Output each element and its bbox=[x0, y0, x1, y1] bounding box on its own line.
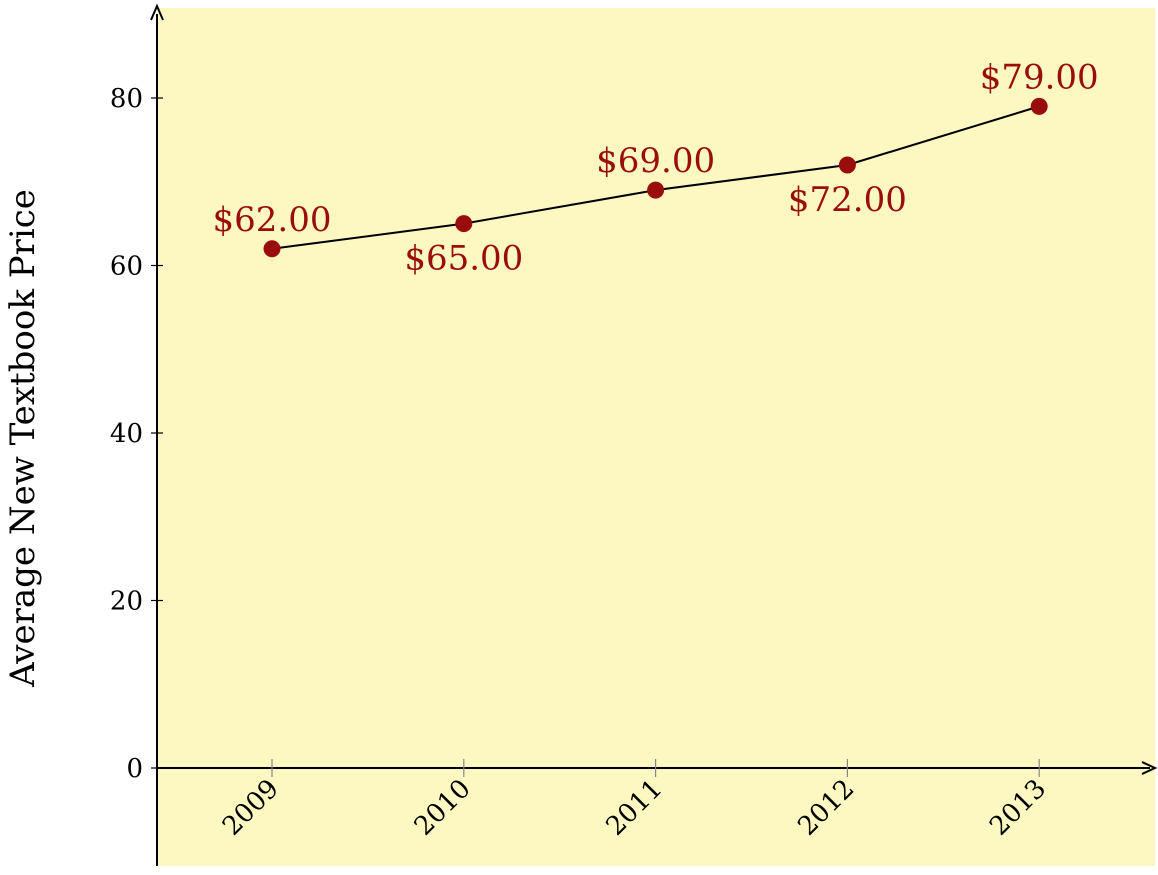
y-axis-title: Average New Textbook Price bbox=[3, 189, 43, 688]
data-label: $72.00 bbox=[788, 180, 907, 220]
data-label: $65.00 bbox=[404, 239, 523, 279]
y-tick-label: 0 bbox=[126, 754, 143, 784]
y-tick-label: 60 bbox=[110, 252, 143, 282]
y-tick-label: 20 bbox=[110, 587, 143, 617]
data-point bbox=[263, 240, 281, 258]
y-tick-label: 40 bbox=[110, 419, 143, 449]
data-point bbox=[455, 215, 473, 233]
plot-background bbox=[157, 8, 1155, 866]
data-labels: $62.00 $65.00 $69.00 $72.00 $79.00 bbox=[213, 57, 1099, 278]
data-label: $69.00 bbox=[596, 141, 715, 181]
axes bbox=[150, 3, 1158, 866]
y-ticks: 0 20 40 60 80 bbox=[110, 84, 163, 784]
series-group bbox=[263, 97, 1048, 258]
data-label: $79.00 bbox=[980, 57, 1099, 97]
y-tick-label: 80 bbox=[110, 84, 143, 114]
data-label: $62.00 bbox=[213, 200, 332, 240]
y-axis-arrow bbox=[150, 3, 164, 21]
data-point bbox=[647, 181, 665, 199]
data-point bbox=[838, 156, 856, 174]
x-axis-arrow bbox=[1141, 761, 1158, 775]
data-point bbox=[1030, 97, 1048, 115]
